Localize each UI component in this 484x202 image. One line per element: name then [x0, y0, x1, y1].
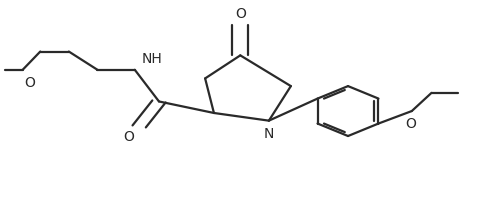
Text: O: O: [404, 116, 415, 130]
Text: O: O: [122, 130, 134, 144]
Text: NH: NH: [141, 52, 162, 66]
Text: O: O: [24, 75, 35, 89]
Text: N: N: [263, 127, 273, 141]
Text: O: O: [234, 7, 245, 21]
